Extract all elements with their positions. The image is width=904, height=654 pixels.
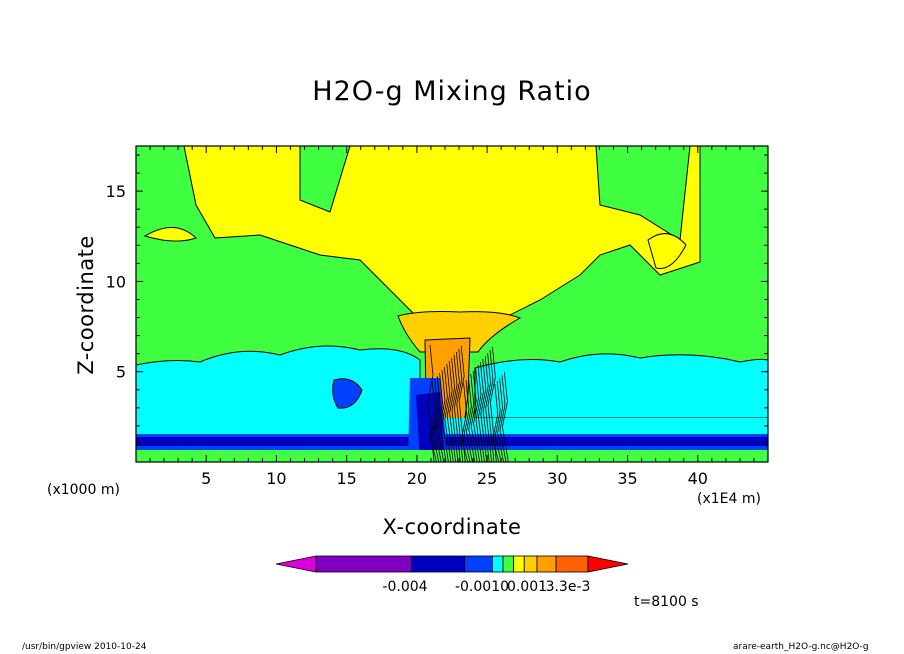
colorbar-label: -0.0010 [455, 579, 509, 595]
colorbar-arrow-left [275, 555, 317, 573]
colorbar-cell [523, 555, 538, 573]
turbulence-line [499, 374, 507, 462]
turbulence-line [487, 349, 495, 462]
turbulence-line [434, 375, 442, 462]
time-label: t=8100 s [634, 594, 699, 610]
field-upper-moist-small [143, 227, 197, 242]
axis-ticks [136, 146, 769, 462]
turbulence-line [439, 369, 447, 462]
colorbar-cell [315, 555, 413, 573]
turbulence-line [497, 377, 504, 462]
turbulence-line [473, 367, 480, 462]
turbulence-line [501, 371, 509, 462]
x-unit-right: (x1E4 m) [697, 491, 761, 507]
x-tick-label: 30 [547, 469, 567, 488]
colorbar-arrow-right [587, 555, 629, 573]
tick-labels: 5 10 15 20 25 30 35 40 5 10 15 [106, 182, 708, 488]
field-upper-moist [183, 146, 701, 331]
turbulence-line [437, 372, 444, 462]
field-driest-band [136, 437, 768, 446]
turbulence-line [446, 360, 454, 462]
turbulence-line [465, 376, 473, 462]
x-unit-left: (x1000 m) [47, 482, 120, 498]
turbulence-line [477, 361, 485, 462]
colorbar-cell [502, 555, 515, 573]
x-tick-label: 35 [617, 469, 637, 488]
plot-frame [135, 145, 769, 463]
turbulence-lines [427, 344, 509, 462]
turbulence-line [494, 380, 502, 462]
turbulence-line [482, 355, 490, 462]
field-surface-layer [136, 450, 768, 462]
contour-fields [136, 146, 768, 462]
x-tick-label: 5 [201, 469, 211, 488]
field-dry-band [136, 418, 768, 434]
turbulence-line [470, 370, 478, 462]
turbulence-line [458, 345, 466, 462]
footer-left: /usr/bin/gpview 2010-10-24 [22, 642, 147, 652]
colorbar-label: 3.3e-3 [546, 579, 591, 595]
field-upper-moist-right [647, 233, 687, 270]
turbulence-line [475, 364, 483, 462]
colorbar-label: 0.001 [507, 579, 547, 595]
colorbar-cell [513, 555, 525, 573]
chart-title: H2O-g Mixing Ratio [312, 76, 592, 107]
y-axis-label: Z-coordinate [74, 235, 98, 375]
x-tick-label: 20 [407, 469, 427, 488]
y-tick-label: 5 [116, 363, 126, 382]
colorbar-cell [555, 555, 589, 573]
x-axis-label: X-coordinate [382, 515, 522, 539]
colorbar-cell [491, 555, 504, 573]
turbulence-line [427, 344, 435, 462]
turbulence-line [489, 346, 497, 462]
colorbar-cell [464, 555, 493, 573]
turbulence-line [453, 351, 461, 462]
turbulence-line [456, 348, 464, 462]
colorbar-cell [536, 555, 557, 573]
turbulence-line [432, 378, 440, 462]
x-tick-label: 15 [336, 469, 356, 488]
x-tick-label: 25 [477, 469, 497, 488]
y-tick-label: 10 [106, 272, 126, 291]
x-tick-label: 40 [688, 469, 708, 488]
turbulence-line [449, 357, 456, 462]
turbulence-line [444, 363, 452, 462]
turbulence-line [463, 379, 471, 462]
turbulence-line [429, 381, 437, 462]
field-very-dry-patch [332, 378, 363, 409]
footer-right: arare-earth_H2O-g.nc@H2O-g [733, 642, 869, 652]
turbulence-line [461, 382, 468, 462]
turbulence-line [480, 358, 488, 462]
turbulence-line [468, 373, 476, 462]
x-tick-label: 10 [266, 469, 286, 488]
colorbar-label: -0.004 [382, 579, 427, 595]
turbulence-line [441, 366, 449, 462]
turbulence-line [485, 352, 492, 462]
y-tick-label: 15 [106, 182, 126, 201]
turbulence-line [451, 354, 459, 462]
field-dry-layer-right [474, 353, 768, 419]
turbulence-line [492, 383, 500, 462]
colorbar-cell [411, 555, 466, 573]
